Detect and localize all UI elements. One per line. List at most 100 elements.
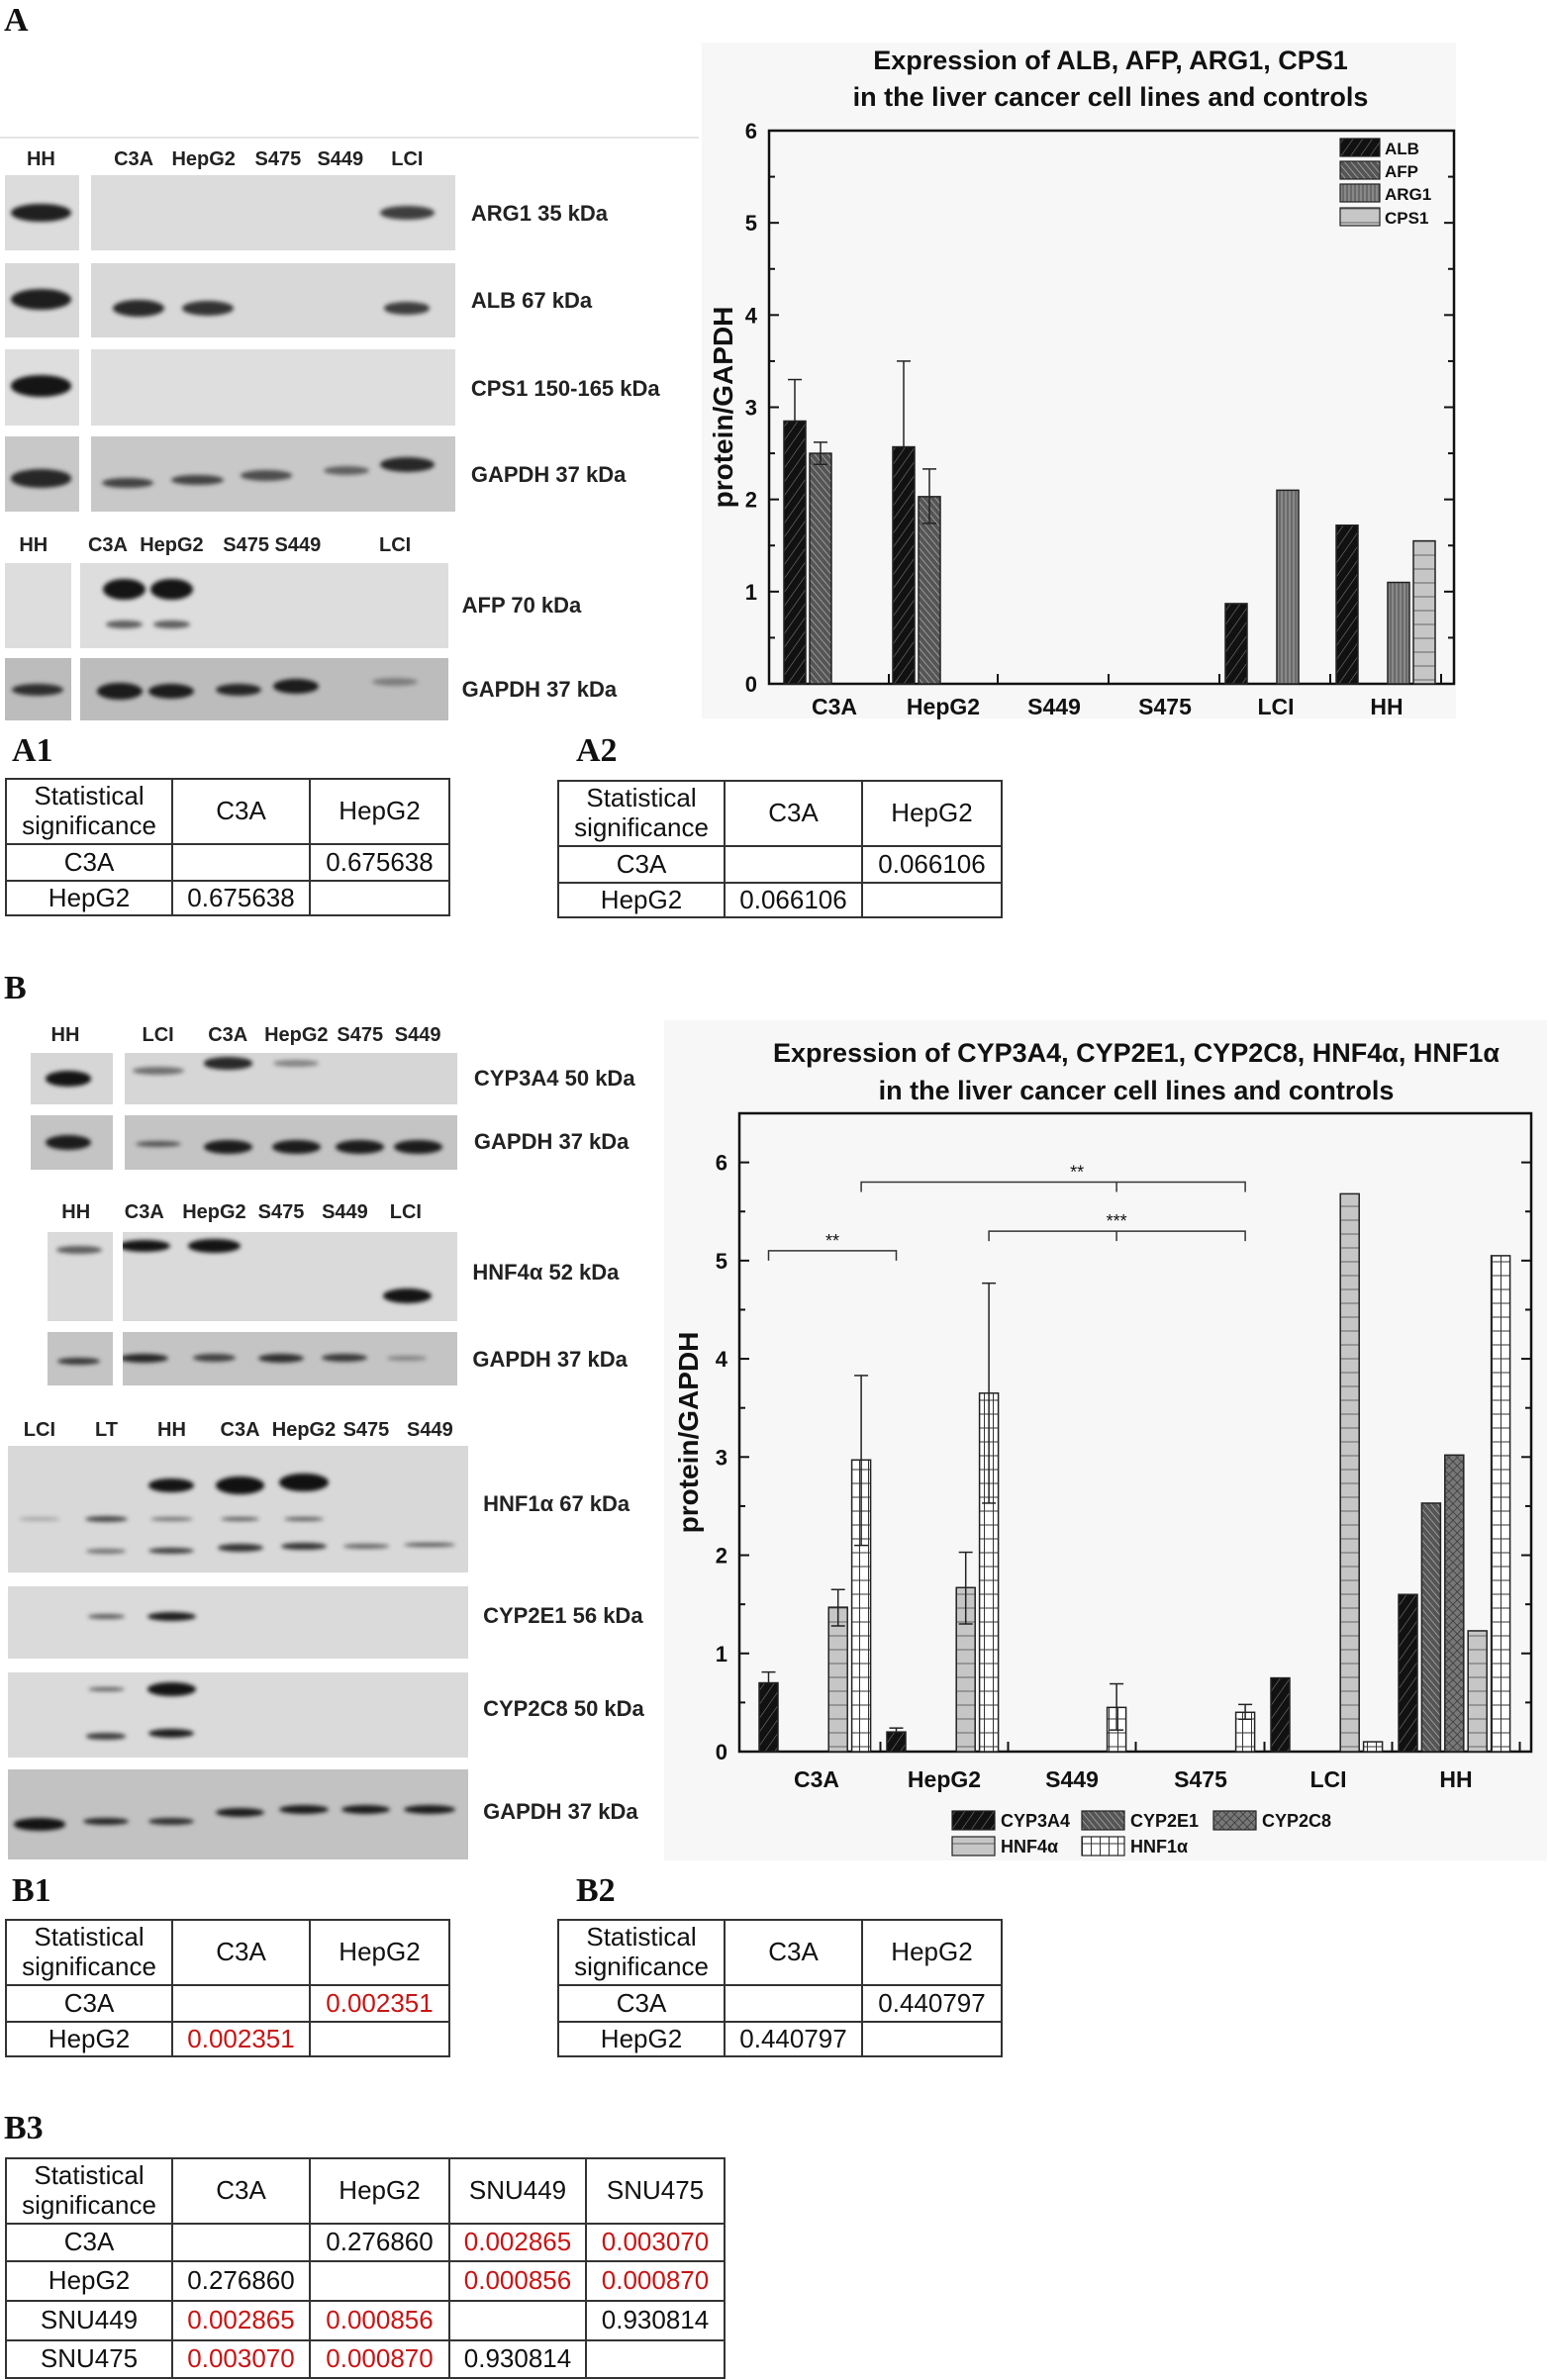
table-row: SNU449 0.002865 0.000856 0.930814 (5, 2300, 726, 2341)
protein-label: CYP2E1 56 kDa (483, 1603, 643, 1629)
lane-label: HH (157, 1418, 186, 1441)
lane-label: S449 (317, 148, 364, 171)
blot-membrane (124, 1052, 458, 1104)
bar-HNF4α-C3A (827, 1606, 848, 1753)
lane-label: S475 (337, 1023, 384, 1046)
p-value-cell: 0.000870 (309, 2339, 450, 2379)
x-tick-label: S475 (1138, 694, 1192, 719)
lane-label: S475 (342, 1418, 390, 1441)
bar-CYP2C8-HH (1444, 1454, 1465, 1753)
protein-band (203, 1140, 252, 1154)
protein-band (280, 1542, 328, 1551)
blot-membrane (80, 563, 448, 649)
column-header: Statistical significance (557, 780, 726, 847)
table-row: C3A 0.276860 0.002865 0.003070 (5, 2223, 726, 2262)
y-tick-label: 2 (745, 488, 757, 513)
protein-band (149, 578, 193, 601)
y-tick-label: 4 (745, 303, 758, 328)
panel-label-b1: B1 (12, 1872, 51, 1909)
protein-band (123, 1353, 169, 1363)
blot-membrane (4, 563, 72, 649)
x-tick-label: HH (1370, 694, 1403, 719)
legend-swatch-ARG1 (1339, 183, 1381, 203)
significance-bracket (860, 1181, 1246, 1192)
lane-label: HH (50, 1023, 80, 1046)
lane-label: S449 (407, 1418, 453, 1441)
column-header: C3A (724, 1919, 863, 1986)
column-header: HepG2 (309, 1919, 450, 1986)
blot-membrane (47, 1231, 113, 1322)
column-header: Statistical significance (5, 1919, 173, 1986)
protein-band (106, 620, 144, 628)
protein-label: AFP 70 kDa (461, 593, 582, 619)
p-value-cell: 0.002351 (171, 2021, 311, 2057)
protein-band (103, 578, 146, 601)
blot-membrane (4, 349, 79, 426)
x-tick-label: LCI (1309, 1766, 1346, 1792)
protein-band (387, 1355, 428, 1361)
protein-label: CYP2C8 50 kDa (483, 1695, 644, 1721)
y-axis-label: protein/GAPDH (673, 1332, 704, 1534)
x-tick-label: HH (1439, 1766, 1472, 1792)
p-value-cell: 0.440797 (861, 1984, 1003, 2023)
blot-membrane (123, 1231, 458, 1322)
bar-HNF1α-LCI (1362, 1741, 1384, 1753)
protein-band (257, 1353, 304, 1363)
protein-band (149, 1516, 193, 1522)
significance-table-b2: Statistical significance C3A HepG2 C3A 0.440… (557, 1919, 1003, 2057)
column-header: Statistical significance (5, 2157, 173, 2225)
protein-band (404, 1542, 456, 1548)
protein-band (171, 474, 224, 486)
p-value-cell: 0.930814 (448, 2339, 587, 2379)
bar-ARG1-HH (1387, 581, 1410, 685)
bar-ALB-C3A (783, 420, 807, 685)
p-value-cell: 0.003070 (585, 2223, 726, 2262)
legend-label: CYP2C8 (1262, 1811, 1331, 1831)
p-value-cell: 0.066106 (724, 882, 863, 918)
protein-band (153, 620, 190, 628)
p-value-cell (171, 1984, 311, 2023)
lane-label: C3A (208, 1023, 248, 1046)
row-header: HepG2 (5, 2260, 173, 2302)
blot-membrane (4, 262, 79, 337)
protein-band (10, 203, 72, 223)
protein-band (10, 469, 72, 488)
p-value-cell: 0.276860 (309, 2223, 450, 2262)
blot-membrane (4, 435, 79, 513)
p-value-cell: 0.000870 (585, 2260, 726, 2302)
table-row: C3A 0.002351 (5, 1984, 450, 2023)
protein-band (123, 1239, 170, 1252)
column-header: Statistical significance (5, 778, 173, 845)
table-row: HepG2 0.002351 (5, 2021, 450, 2057)
p-value-cell (309, 880, 450, 916)
protein-band (86, 1733, 127, 1740)
protein-band (220, 1516, 260, 1522)
significance-bracket (767, 1250, 898, 1261)
protein-band (57, 1357, 101, 1366)
row-header: C3A (5, 2223, 173, 2262)
lane-label: S475 (223, 534, 270, 557)
protein-band (271, 1140, 321, 1154)
protein-band (55, 1246, 102, 1255)
p-value-cell (861, 2021, 1003, 2057)
y-tick-label: 0 (716, 1740, 727, 1764)
blot-membrane (7, 1585, 468, 1660)
y-tick-label: 5 (745, 211, 757, 236)
p-value-cell: 0.000856 (448, 2260, 587, 2302)
p-value-cell (309, 2260, 450, 2302)
blot-a-divider (0, 137, 699, 139)
x-tick-label: HepG2 (908, 1766, 981, 1792)
row-header: SNU475 (5, 2339, 173, 2379)
p-value-cell: 0.675638 (171, 880, 311, 916)
lane-label: C3A (124, 1201, 164, 1224)
lane-label: LCI (389, 1201, 422, 1224)
protein-band (83, 1817, 130, 1826)
protein-label: ARG1 35 kDa (470, 201, 609, 227)
y-tick-label: 2 (716, 1544, 727, 1569)
lane-label: HH (61, 1201, 91, 1224)
x-tick-label: C3A (794, 1766, 839, 1792)
protein-band (215, 683, 261, 696)
significance-stars: ** (825, 1231, 839, 1251)
significance-table-a1: Statistical significance C3A HepG2 C3A 0.675… (5, 778, 450, 916)
protein-band (215, 1476, 265, 1495)
